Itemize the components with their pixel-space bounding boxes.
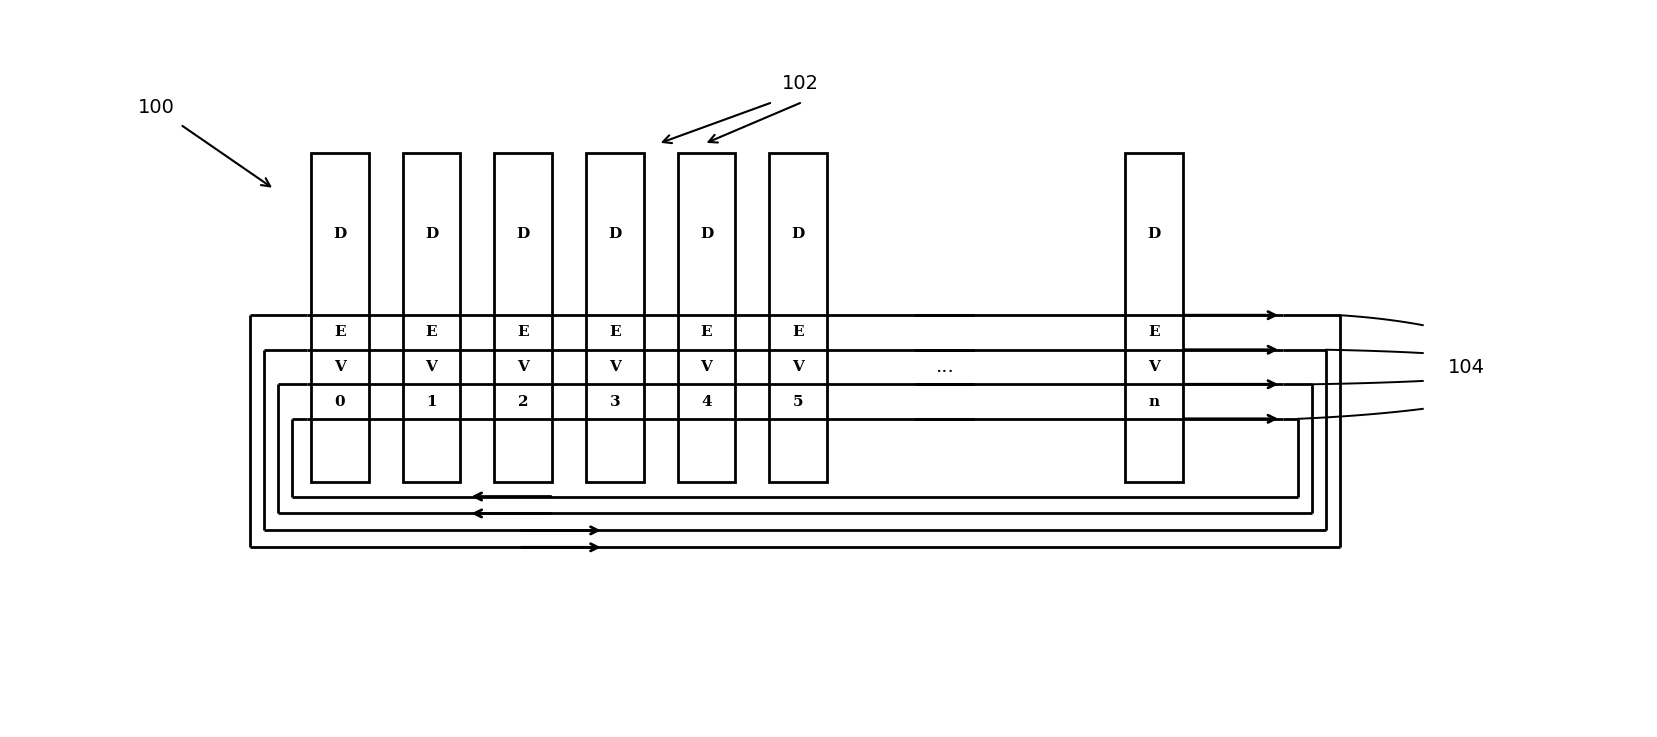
Text: V: V: [608, 360, 621, 374]
Text: V: V: [517, 360, 529, 374]
Bar: [678, 153, 736, 481]
Bar: [587, 153, 643, 481]
Text: 5: 5: [792, 394, 804, 408]
Text: 0: 0: [335, 394, 345, 408]
Text: 3: 3: [610, 394, 620, 408]
Text: V: V: [792, 360, 804, 374]
Bar: [403, 153, 461, 481]
Text: V: V: [335, 360, 346, 374]
Text: V: V: [701, 360, 713, 374]
Text: ...: ...: [935, 358, 954, 376]
Text: 4: 4: [701, 394, 713, 408]
Bar: [1125, 153, 1183, 481]
Text: E: E: [610, 326, 621, 340]
Text: V: V: [426, 360, 437, 374]
Text: E: E: [701, 326, 713, 340]
Text: D: D: [517, 227, 530, 241]
Text: E: E: [426, 326, 437, 340]
Text: D: D: [333, 227, 346, 241]
Text: E: E: [1148, 326, 1160, 340]
Text: D: D: [1147, 227, 1160, 241]
Text: E: E: [792, 326, 804, 340]
Text: D: D: [699, 227, 713, 241]
Text: 100: 100: [138, 99, 174, 117]
Text: D: D: [608, 227, 621, 241]
Text: n: n: [1148, 394, 1160, 408]
Text: V: V: [1148, 360, 1160, 374]
Text: 2: 2: [519, 394, 529, 408]
Text: E: E: [335, 326, 346, 340]
Text: 104: 104: [1448, 357, 1485, 377]
Text: E: E: [517, 326, 529, 340]
Bar: [312, 153, 370, 481]
Text: D: D: [424, 227, 437, 241]
Bar: [494, 153, 552, 481]
Text: 1: 1: [426, 394, 437, 408]
Text: D: D: [792, 227, 805, 241]
Bar: [769, 153, 827, 481]
Text: 102: 102: [782, 74, 819, 93]
